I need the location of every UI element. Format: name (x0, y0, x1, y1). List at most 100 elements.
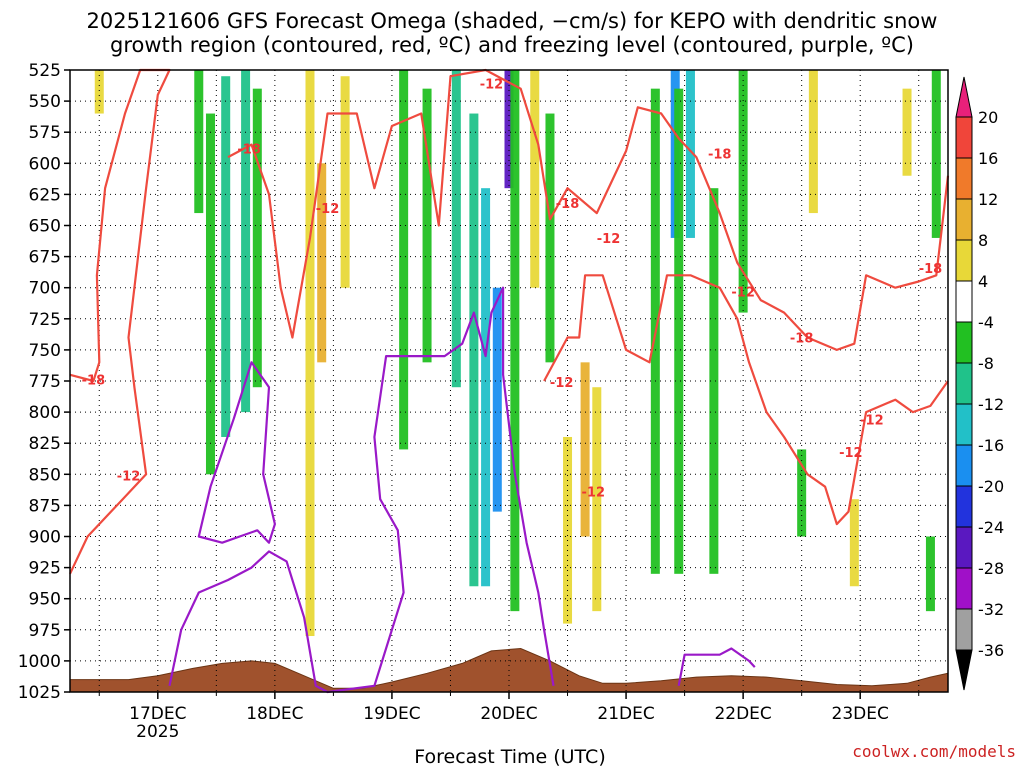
contours: -18 -12 -18 -12 -12 -18 -12 -12 -12 -18 -12 -18 -12 -… (69, 68, 950, 694)
omega-shading (94, 70, 941, 637)
y-tick-label: 625 (29, 185, 61, 205)
x-tick-label: 19DEC (363, 704, 420, 724)
y-tick-label: 550 (29, 92, 61, 112)
omega-column (94, 70, 104, 114)
y-tick-label: 875 (29, 496, 61, 516)
colorbar-label: -12 (978, 395, 1004, 414)
omega-column (530, 70, 540, 288)
y-tick-label: 825 (29, 434, 61, 454)
y-tick-label: 1025 (18, 683, 61, 703)
y-tick-label: 975 (29, 621, 61, 641)
colorbar-label: 20 (978, 108, 998, 127)
dgz-contour-label: -12 (316, 202, 340, 217)
dgz-contour-label: -12 (117, 470, 141, 485)
dgz-contour-line (543, 274, 949, 526)
x-axis-label: Forecast Time (UTC) (414, 746, 605, 768)
freezing-level-line (197, 361, 276, 544)
colorbar: 20 16 12 8 4 -4 -8 -12 -16 -20 -24 -28 -32 -36 (955, 76, 1004, 691)
omega-column (451, 70, 461, 388)
omega-column (580, 362, 590, 537)
colorbar-bin (955, 485, 973, 528)
y-tick-label: 575 (29, 123, 61, 143)
colorbar-label: -20 (978, 477, 1004, 496)
dgz-contour-label: -18 (556, 197, 580, 212)
dgz-contour-label: -12 (582, 486, 606, 501)
dgz-contour-label: -12 (597, 232, 621, 247)
omega-column (422, 88, 432, 363)
colorbar-bottom-arrow (955, 649, 973, 691)
dgz-contour-label: -18 (919, 262, 943, 277)
dgz-contour-line (227, 68, 950, 351)
freezing-level-line (168, 286, 555, 694)
y-tick-label: 525 (29, 61, 61, 81)
x-tick-label: 18DEC (246, 704, 303, 724)
x-year-label: 2025 (136, 722, 179, 742)
colorbar-label: 4 (978, 272, 988, 291)
colorbar-label: -24 (978, 518, 1004, 537)
grid (70, 69, 948, 693)
y-tick-label: 1000 (18, 652, 61, 672)
colorbar-label: -28 (978, 559, 1004, 578)
chart-title-line1: 2025121606 GFS Forecast Omega (shaded, −… (87, 9, 938, 33)
omega-column (305, 70, 315, 637)
colorbar-bin (955, 608, 973, 651)
omega-column (469, 113, 479, 587)
axes: 525 550 575 600 625 650 675 700 725 750 775 800 825 8… (18, 61, 949, 742)
colorbar-bin (955, 198, 973, 241)
colorbar-label: -8 (978, 354, 994, 373)
colorbar-label: -32 (978, 600, 1004, 619)
y-tick-label: 675 (29, 248, 61, 268)
x-tick-label: 23DEC (832, 704, 889, 724)
y-tick-label: 800 (29, 403, 61, 423)
omega-column (674, 88, 684, 574)
colorbar-bin (955, 403, 973, 446)
y-tick-label: 650 (29, 217, 61, 237)
y-tick-label: 950 (29, 590, 61, 610)
chart-title-line2: growth region (contoured, red, ºC) and f… (110, 33, 914, 57)
omega-column (399, 70, 409, 450)
omega-column (545, 113, 555, 363)
omega-column (797, 449, 807, 537)
colorbar-label: 12 (978, 190, 998, 209)
omega-column (481, 188, 491, 587)
omega-column (241, 70, 251, 413)
dgz-contour-label: -12 (550, 376, 574, 391)
omega-column (709, 188, 719, 574)
omega-column (340, 76, 350, 288)
colorbar-bin (955, 444, 973, 487)
y-tick-label: 700 (29, 279, 61, 299)
y-tick-label: 925 (29, 559, 61, 579)
colorbar-bin (955, 116, 973, 159)
freezing-level-line (677, 647, 756, 687)
omega-column (504, 70, 514, 189)
omega-column (925, 536, 935, 612)
dgz-contour-label: -18 (708, 147, 732, 162)
y-tick-label: 775 (29, 372, 61, 392)
dgz-contour-label: -18 (790, 331, 814, 346)
dgz-contour-label: -18 (237, 142, 261, 157)
y-tick-label: 900 (29, 528, 61, 548)
colorbar-bin (955, 567, 973, 610)
y-tick-label: 850 (29, 465, 61, 485)
dgz-contour-label: -12 (731, 285, 755, 300)
dgz-contour-label: -18 (82, 374, 106, 389)
omega-column (252, 88, 262, 388)
x-tick-label: 21DEC (597, 704, 654, 724)
omega-column (317, 163, 327, 363)
x-tick-label: 20DEC (480, 704, 537, 724)
omega-column (592, 387, 602, 612)
x-tick-label: 22DEC (714, 704, 771, 724)
omega-column (492, 287, 502, 512)
colorbar-label: 16 (978, 149, 998, 168)
colorbar-bin (955, 526, 973, 569)
colorbar-bin (955, 321, 973, 364)
omega-column (194, 70, 204, 214)
omega-column (510, 70, 520, 612)
colorbar-label: -4 (978, 313, 994, 332)
dgz-contour-label: -12 (839, 446, 863, 461)
credit-text: coolwx.com/models (852, 742, 1016, 761)
colorbar-top-arrow (955, 76, 973, 118)
x-tick-label: 17DEC (129, 704, 186, 724)
colorbar-label: 8 (978, 231, 988, 250)
